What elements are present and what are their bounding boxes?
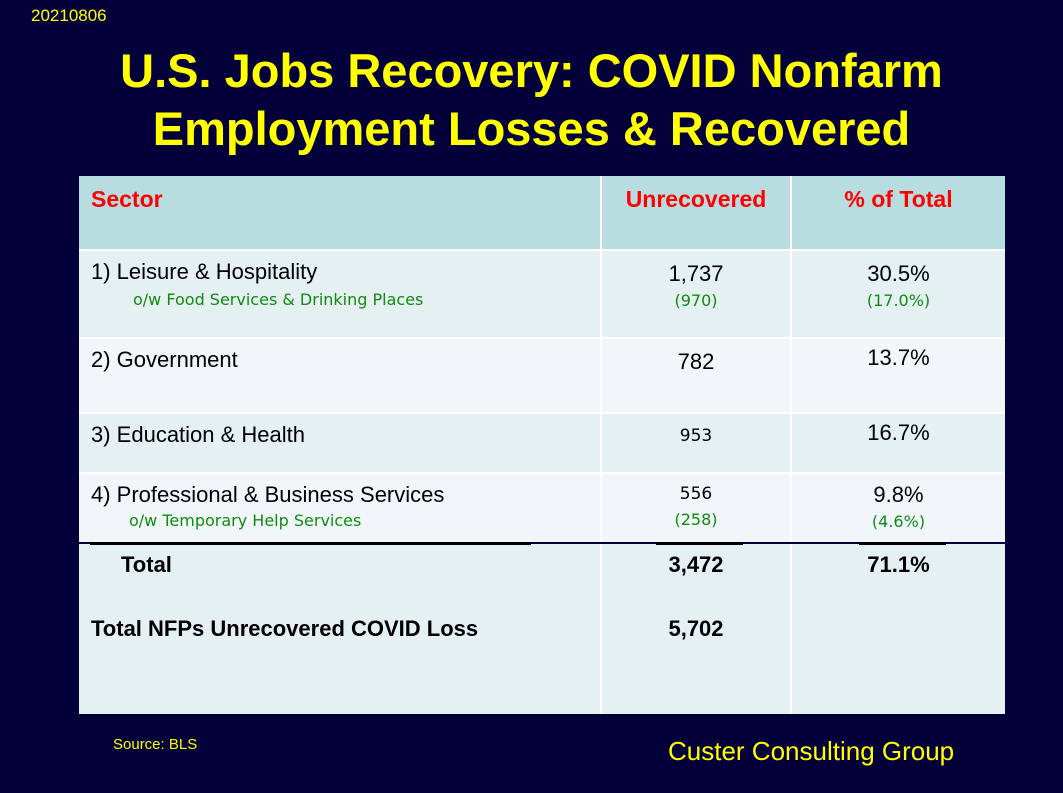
sector-name: 4) Professional & Business Services [91, 482, 445, 507]
sub-unrecovered-value: (970) [674, 291, 718, 310]
sector-name: 1) Leisure & Hospitality [91, 259, 318, 284]
pct-value: 30.5% [867, 261, 930, 286]
table-row: 2) Government 782 13.7% [79, 339, 1005, 414]
table-row: 1) Leisure & Hospitality o/w Food Servic… [79, 251, 1005, 339]
total-pct: 71.1% [867, 552, 930, 577]
pct-value: 9.8% [873, 482, 924, 507]
unrecovered-value: 782 [677, 349, 715, 374]
company-label: Custer Consulting Group [668, 736, 955, 766]
sector-name: 3) Education & Health [91, 422, 306, 447]
table-row: 3) Education & Health 953 16.7% [79, 414, 1005, 474]
total-unrecovered: 3,472 [668, 552, 724, 577]
total-underline-sector [90, 542, 531, 545]
totals-section: Total Total NFPs Unrecovered COVID Loss … [79, 544, 1005, 714]
slide-title: U.S. Jobs Recovery: COVID Nonfarm Employ… [0, 42, 1063, 158]
sector-name: 2) Government [91, 347, 238, 372]
sub-pct-value: (4.6%) [871, 512, 926, 531]
title-line-2: Employment Losses & Recovered [152, 102, 911, 155]
unrecovered-value: 953 [679, 426, 713, 446]
grand-total-unrecovered: 5,702 [668, 616, 724, 641]
total-underline-pct [859, 542, 946, 545]
date-label: 20210806 [31, 6, 107, 25]
pct-value: 13.7% [867, 345, 930, 370]
sub-sector-name: o/w Food Services & Drinking Places [133, 290, 424, 309]
unrecovered-value: 556 [679, 484, 713, 504]
table-header: Sector Unrecovered % of Total [79, 176, 1005, 251]
total-underline-unrecovered [656, 542, 743, 545]
sub-unrecovered-value: (258) [674, 510, 718, 529]
total-label: Total [121, 552, 172, 577]
header-pct: % of Total [844, 186, 953, 212]
sub-pct-value: (17.0%) [866, 291, 931, 310]
grand-total-label: Total NFPs Unrecovered COVID Loss [91, 616, 479, 641]
header-sector: Sector [79, 176, 602, 249]
pct-value: 16.7% [867, 420, 930, 445]
unrecovered-value: 1,737 [668, 261, 724, 286]
source-label: Source: BLS [113, 736, 198, 753]
table-row: 4) Professional & Business Services o/w … [79, 474, 1005, 542]
sub-sector-name: o/w Temporary Help Services [129, 511, 362, 530]
header-unrecovered: Unrecovered [602, 176, 792, 249]
title-line-1: U.S. Jobs Recovery: COVID Nonfarm [120, 44, 943, 97]
